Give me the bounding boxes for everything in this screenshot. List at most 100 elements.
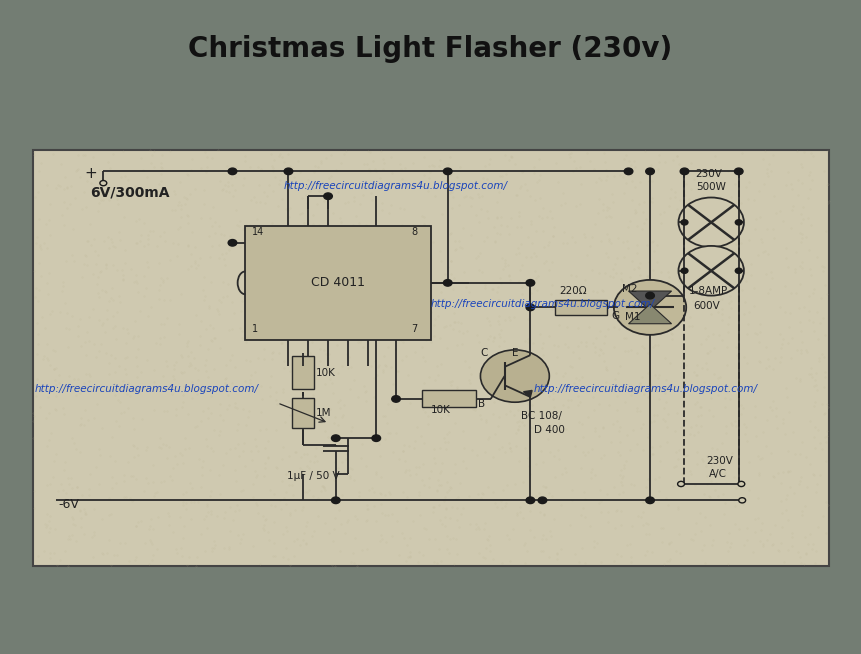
Point: [683, 248, 697, 258]
Point: [234, 277, 248, 288]
Point: [754, 470, 768, 480]
Point: [651, 300, 665, 310]
Point: [139, 152, 153, 163]
Point: [632, 364, 646, 375]
Point: [477, 147, 491, 158]
Point: [201, 267, 215, 278]
Point: [317, 151, 331, 162]
Point: [821, 436, 834, 446]
Point: [394, 265, 408, 275]
Point: [166, 194, 180, 204]
Point: [573, 368, 587, 378]
Point: [813, 211, 827, 222]
Point: [615, 448, 629, 458]
Point: [740, 207, 754, 217]
Point: [561, 544, 575, 555]
Circle shape: [646, 292, 654, 299]
Bar: [47, 158, 815, 559]
Point: [684, 371, 697, 381]
Point: [396, 560, 410, 570]
Point: [259, 159, 273, 169]
Point: [452, 369, 466, 379]
Point: [369, 192, 382, 203]
Point: [103, 525, 117, 536]
Point: [612, 481, 626, 492]
Point: [818, 182, 832, 193]
Point: [791, 436, 805, 446]
Point: [131, 460, 145, 470]
Point: [315, 472, 329, 483]
Bar: [43, 156, 819, 560]
Point: [549, 307, 563, 318]
Point: [321, 173, 335, 183]
Point: [369, 228, 383, 238]
Point: [734, 360, 747, 370]
Point: [321, 338, 335, 349]
Point: [821, 457, 835, 468]
Point: [634, 301, 647, 312]
Point: [338, 287, 352, 298]
Point: [217, 349, 231, 360]
Point: [395, 383, 409, 394]
Point: [656, 361, 670, 371]
Point: [792, 233, 806, 244]
Point: [114, 224, 127, 234]
Point: [549, 177, 563, 187]
Point: [505, 527, 519, 538]
Point: [251, 273, 264, 284]
Bar: [33, 150, 829, 566]
Point: [670, 431, 684, 441]
Point: [287, 180, 300, 190]
Point: [141, 332, 155, 342]
Point: [548, 197, 562, 207]
Point: [596, 466, 610, 476]
Text: E: E: [512, 349, 519, 358]
Point: [206, 194, 220, 204]
Point: [677, 288, 691, 299]
Point: [392, 409, 406, 420]
Point: [594, 252, 608, 263]
Point: [625, 250, 639, 261]
Point: [649, 361, 663, 371]
Point: [201, 228, 214, 238]
Point: [817, 519, 831, 530]
Point: [133, 492, 147, 502]
Point: [106, 495, 120, 506]
Point: [77, 472, 91, 483]
Point: [381, 391, 395, 402]
Point: [303, 286, 317, 296]
Point: [791, 366, 805, 376]
Point: [489, 387, 503, 398]
Point: [392, 345, 406, 356]
Point: [569, 190, 583, 201]
Point: [583, 515, 597, 526]
Point: [384, 314, 398, 324]
Point: [95, 275, 108, 286]
Point: [503, 392, 517, 402]
Point: [446, 168, 460, 179]
Point: [686, 378, 700, 388]
Point: [548, 169, 562, 179]
Point: [418, 473, 431, 483]
Point: [439, 516, 453, 526]
Point: [296, 479, 310, 489]
Point: [481, 357, 495, 368]
Bar: [292, 398, 314, 428]
Point: [457, 258, 471, 268]
Point: [806, 406, 820, 417]
Point: [163, 283, 177, 294]
Point: [415, 509, 429, 520]
Point: [290, 266, 304, 277]
Point: [410, 177, 424, 187]
Point: [698, 239, 712, 250]
Point: [671, 248, 684, 258]
Point: [301, 410, 315, 421]
Point: [419, 434, 433, 445]
Point: [793, 332, 807, 343]
Point: [176, 175, 189, 186]
Point: [379, 377, 393, 388]
Point: [108, 232, 121, 243]
Point: [123, 210, 137, 220]
Point: [54, 509, 68, 520]
Point: [269, 404, 282, 414]
